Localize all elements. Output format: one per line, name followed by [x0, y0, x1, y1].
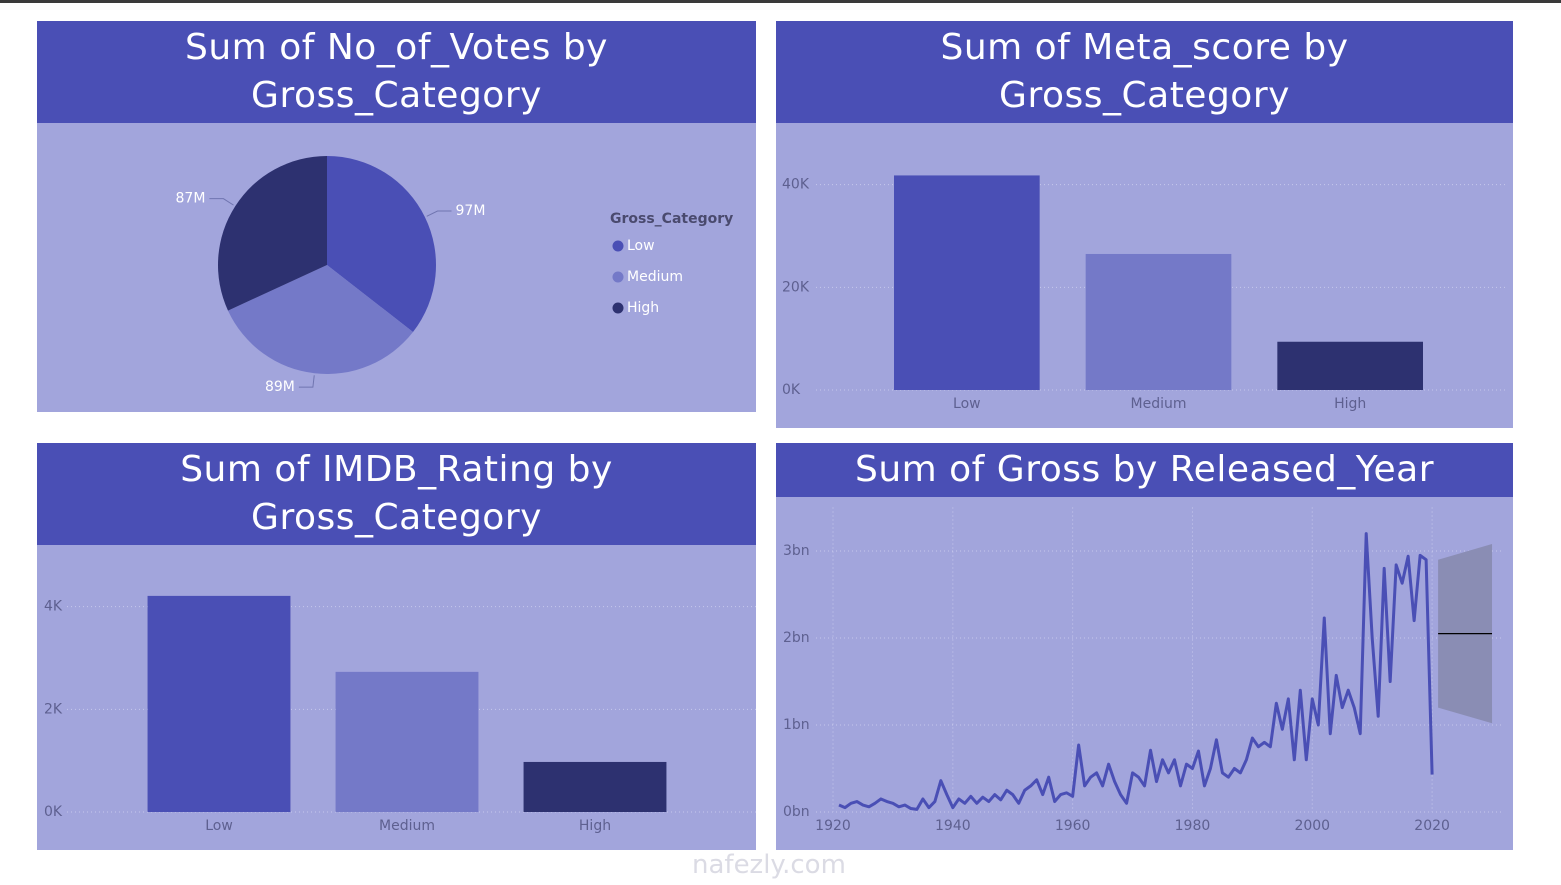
chart-title: Sum of Gross by Released_Year [776, 443, 1513, 497]
y-tick-label: 2K [44, 701, 63, 717]
pie-slice [218, 156, 327, 311]
y-tick-label: 2bn [783, 630, 810, 646]
x-tick-label: 1980 [1175, 818, 1211, 834]
bar [894, 175, 1040, 390]
chart-body: 0bn 1bn 2bn 3bn 1920 1940 1960 1980 2000 2020 [783, 507, 1504, 834]
y-tick-label: 0bn [783, 804, 810, 820]
x-tick-label: High [1334, 396, 1366, 412]
x-tick-label: Medium [1131, 396, 1187, 412]
bar [523, 761, 667, 812]
x-tick-label: 1940 [935, 818, 971, 834]
line-series [838, 532, 1434, 811]
bar [1085, 253, 1232, 390]
chart-panel: Sum of Meta_score by Gross_Category 0K 20K… [776, 21, 1513, 428]
chart-panel: Sum of Gross by Released_Year 0bn 1bn 2bn 3b… [776, 443, 1513, 850]
data-label: 87M [176, 191, 206, 207]
y-tick-label: 0K [782, 382, 801, 398]
x-tick-label: Low [953, 396, 981, 412]
legend-label: Medium [627, 269, 683, 285]
legend-label: Low [627, 238, 655, 254]
chart-title: Sum of Meta_score by Gross_Category [776, 21, 1513, 123]
legend-title: Gross_Category [610, 211, 733, 227]
x-tick-label: 1960 [1055, 818, 1091, 834]
legend-swatch [612, 271, 624, 283]
chart-panel: Sum of No_of_Votes by Gross_Category 97M 8… [37, 21, 756, 412]
legend-swatch [612, 302, 624, 314]
leader-line [298, 375, 315, 388]
chart-title: Sum of IMDB_Rating by Gross_Category [37, 443, 756, 545]
chart-body: 97M 89M 87M Gross_Category Low Medium High [176, 156, 733, 395]
y-tick-label: 40K [782, 177, 810, 193]
legend-swatch [612, 240, 624, 252]
legend-label: High [627, 300, 659, 316]
leader-line [209, 198, 234, 206]
bar [147, 595, 291, 812]
x-tick-label: Low [205, 818, 233, 834]
y-tick-label: 1bn [783, 717, 810, 733]
data-label: 97M [456, 203, 486, 219]
x-tick-label: 2020 [1414, 818, 1450, 834]
y-tick-label: 20K [782, 279, 810, 295]
x-tick-label: Medium [379, 818, 435, 834]
bar [335, 671, 479, 812]
chart-title: Sum of No_of_Votes by Gross_Category [37, 21, 756, 123]
x-tick-label: High [579, 818, 611, 834]
x-tick-label: 2000 [1294, 818, 1330, 834]
y-tick-label: 0K [44, 804, 63, 820]
y-tick-label: 3bn [783, 543, 810, 559]
watermark: nafezly.com [692, 850, 846, 880]
x-tick-label: 1920 [815, 818, 851, 834]
y-tick-label: 4K [44, 599, 63, 615]
chart-body: 0K 2K 4K Low Medium High [44, 595, 756, 834]
chart-body: 0K 20K 40K Low Medium High [782, 175, 1506, 412]
data-label: 89M [265, 379, 295, 395]
leader-line [426, 210, 452, 217]
chart-panel: Sum of IMDB_Rating by Gross_Category 0K 2K… [37, 443, 756, 850]
pie-slice [327, 156, 436, 332]
top-bar [0, 0, 1561, 3]
bar [1277, 341, 1423, 390]
pie-slice [227, 265, 413, 374]
